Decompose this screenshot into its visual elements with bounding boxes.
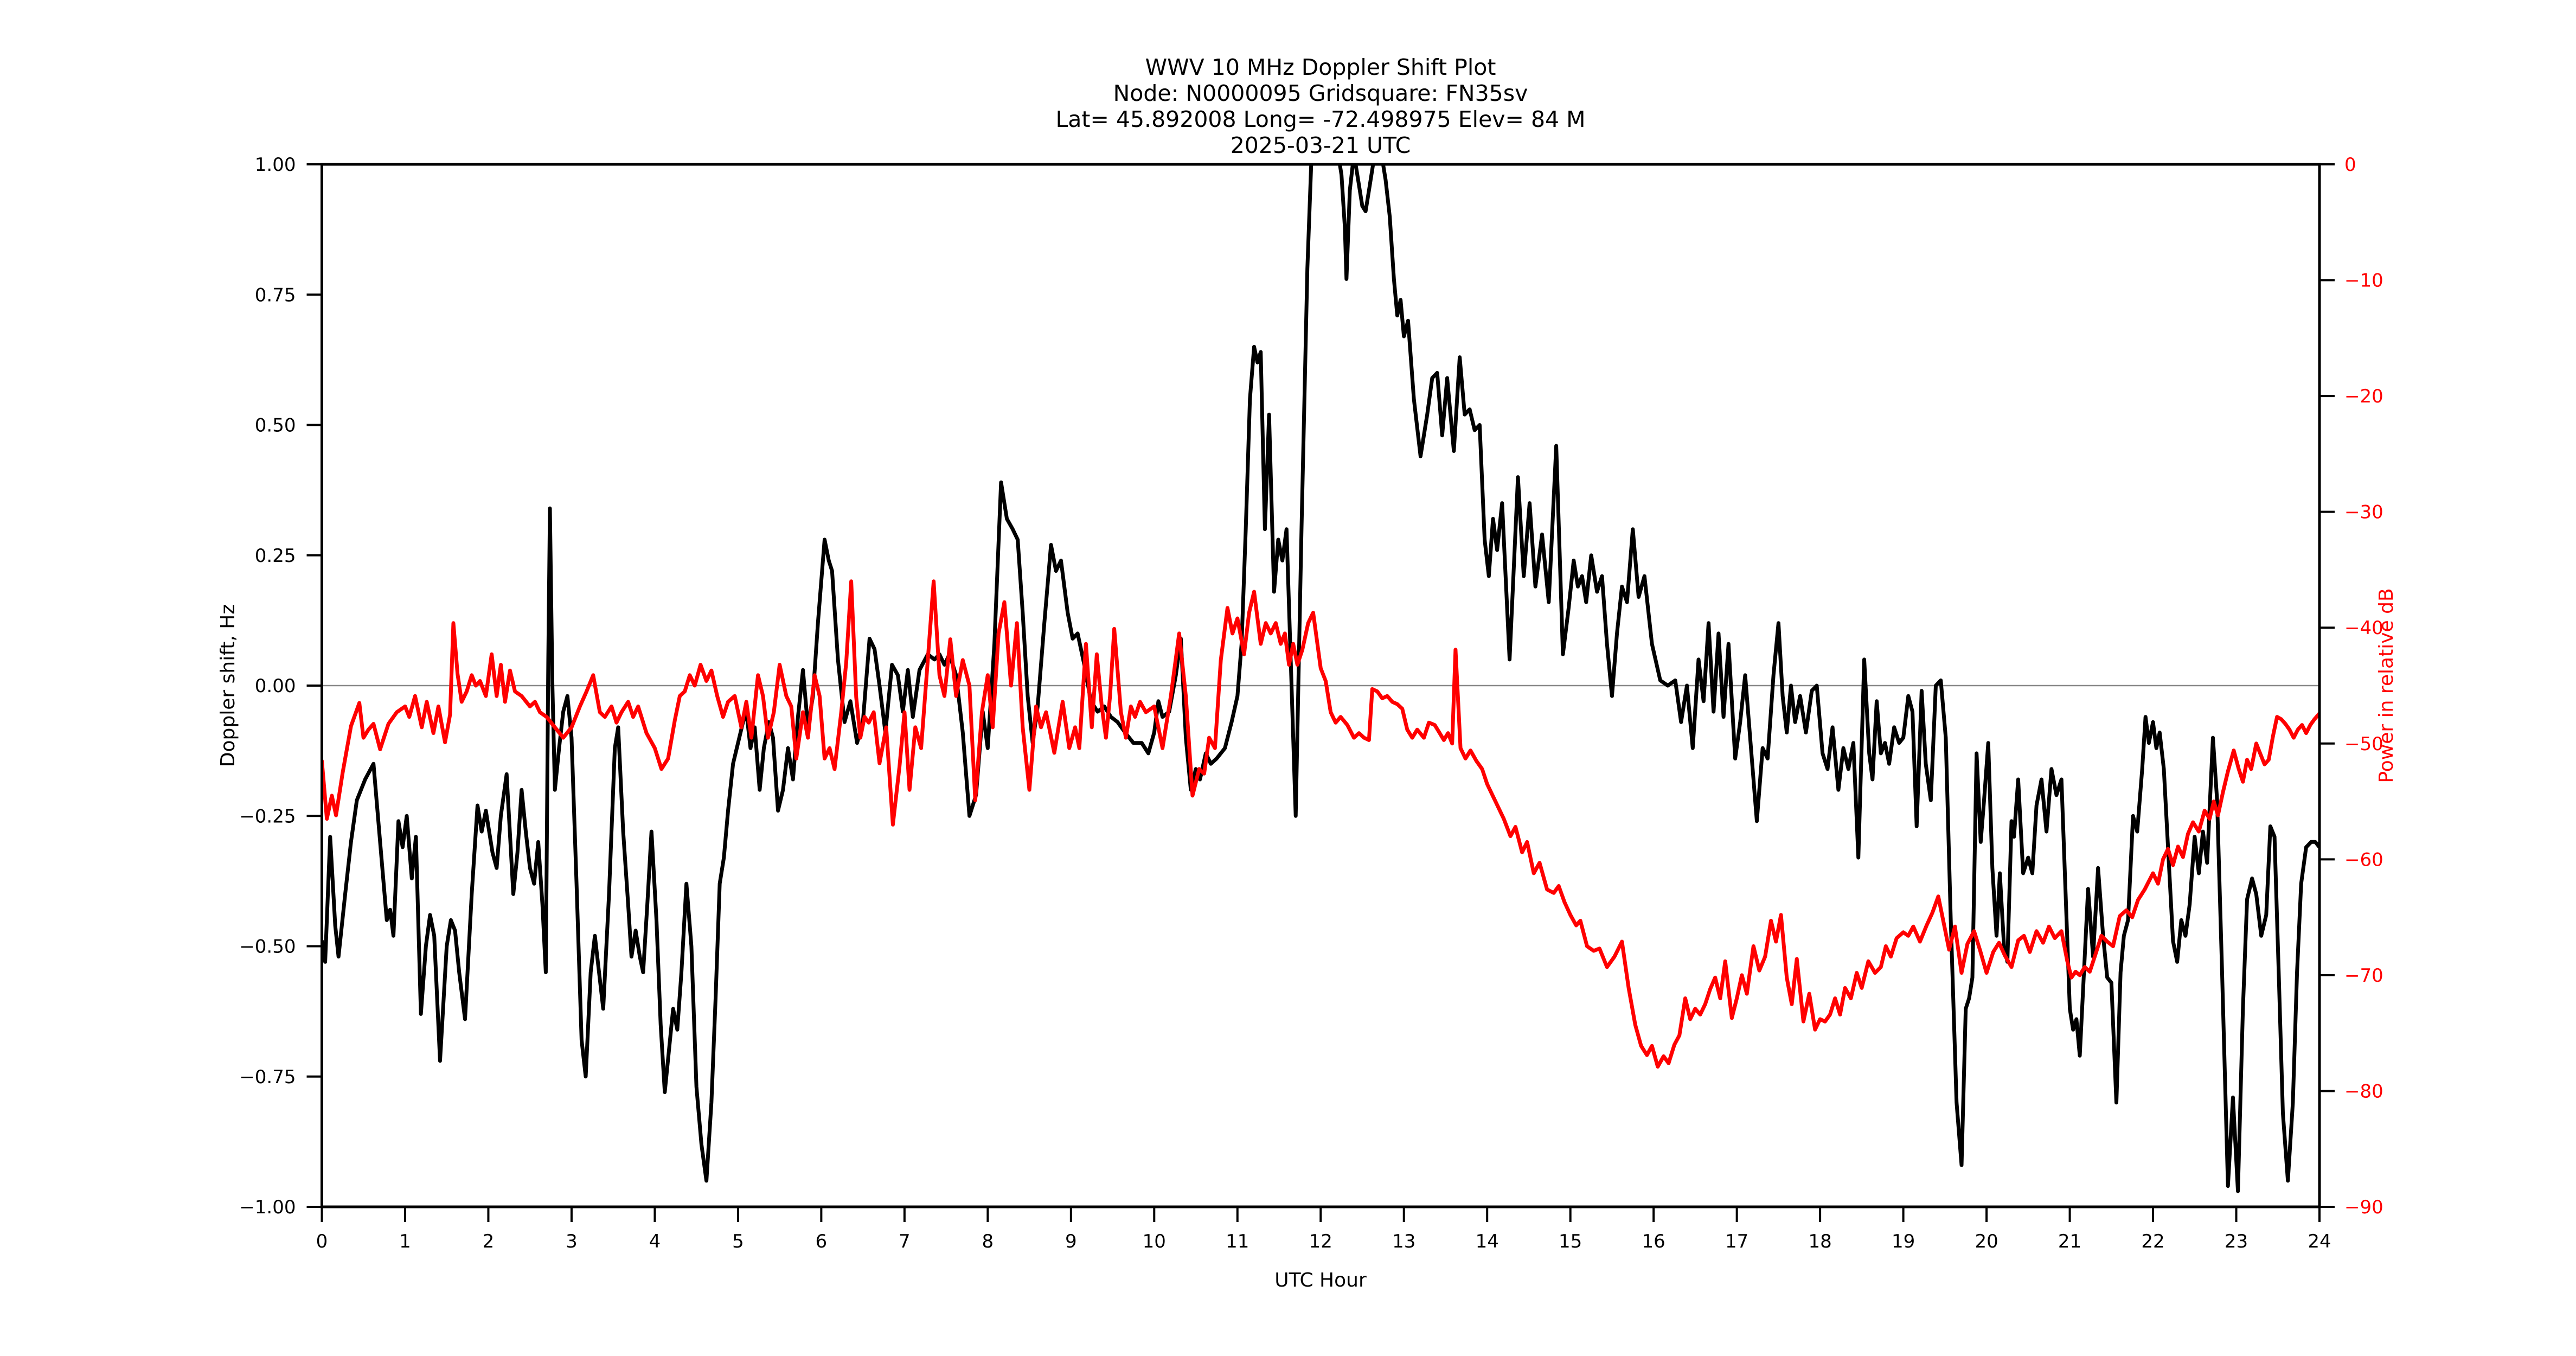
chart-subtitle-lat-long-elev: Lat= 45.892008 Long= -72.498975 Elev= 84… xyxy=(1055,106,1585,132)
chart-title: WWV 10 MHz Doppler Shift Plot xyxy=(1145,54,1496,80)
x-axis-tick-label: 14 xyxy=(1476,1231,1499,1252)
y-axis-left-tick-label: −0.75 xyxy=(239,1066,296,1088)
x-axis-tick-label: 20 xyxy=(1975,1231,1998,1252)
x-axis-tick-label: 0 xyxy=(316,1231,328,1252)
series-layer xyxy=(322,164,2319,1193)
x-axis-tick-label: 7 xyxy=(899,1231,911,1252)
x-axis-tick-label: 17 xyxy=(1725,1231,1748,1252)
chart-subtitle-node-gridsquare: Node: N0000095 Gridsquare: FN35sv xyxy=(1113,80,1528,106)
x-axis-tick-label: 3 xyxy=(566,1231,578,1252)
y-axis-right-tick-label: −20 xyxy=(2344,386,2383,407)
y-axis-right-tick-label: −10 xyxy=(2344,270,2383,292)
y-axis-left-tick-label: 1.00 xyxy=(255,154,296,176)
x-axis-tick-label: 15 xyxy=(1559,1231,1582,1252)
x-axis-tick-label: 24 xyxy=(2308,1231,2331,1252)
x-axis-tick-label: 18 xyxy=(1808,1231,1831,1252)
x-axis-tick-label: 5 xyxy=(732,1231,744,1252)
x-axis-tick-label: 4 xyxy=(649,1231,661,1252)
x-axis-tick-label: 8 xyxy=(982,1231,994,1252)
x-axis-label: UTC Hour xyxy=(1274,1269,1367,1291)
series-power_relative_db xyxy=(322,579,2319,1069)
axes-layer: 1.00 0.75 0.50 0.25 0.00 −0.25 −0.50 −0.75 −1.00… xyxy=(239,154,2383,1252)
x-axis-tick-label: 9 xyxy=(1065,1231,1077,1252)
y-axis-left-tick-label: 0.75 xyxy=(255,284,296,306)
x-axis-tick-label: 11 xyxy=(1226,1231,1249,1252)
y-axis-right-tick-label: −80 xyxy=(2344,1080,2383,1102)
y-axis-right-tick-label: −90 xyxy=(2344,1197,2383,1218)
x-axis-tick-label: 10 xyxy=(1143,1231,1166,1252)
y-axis-left-tick-label: 0.50 xyxy=(255,415,296,437)
x-axis-tick-label: 23 xyxy=(2225,1231,2248,1252)
x-axis-tick-label: 19 xyxy=(1892,1231,1915,1252)
x-axis-tick-label: 12 xyxy=(1309,1231,1332,1252)
y-axis-right-tick-label: 0 xyxy=(2344,154,2356,176)
x-axis-tick-label: 6 xyxy=(816,1231,828,1252)
y-axis-right-tick-label: −30 xyxy=(2344,502,2383,523)
y-axis-right-tick-label: −50 xyxy=(2344,733,2383,755)
y-axis-right-tick-label: −70 xyxy=(2344,965,2383,987)
series-doppler_shift_hz xyxy=(322,164,2319,1193)
y-axis-left-tick-label: 0.25 xyxy=(255,545,296,567)
y-axis-left-tick-label: −1.00 xyxy=(239,1197,296,1218)
x-axis-tick-label: 2 xyxy=(483,1231,495,1252)
y-axis-left-tick-label: −0.25 xyxy=(239,805,296,827)
x-axis-tick-label: 21 xyxy=(2058,1231,2081,1252)
y-axis-label-right: Power in relative dB xyxy=(2375,588,2398,783)
x-axis-tick-label: 16 xyxy=(1642,1231,1665,1252)
y-axis-label-left: Doppler shift, Hz xyxy=(217,604,239,767)
y-axis-right-tick-label: −40 xyxy=(2344,617,2383,639)
y-axis-left-tick-label: 0.00 xyxy=(255,675,296,697)
x-axis-tick-label: 22 xyxy=(2141,1231,2164,1252)
chart-subtitle-date: 2025-03-21 UTC xyxy=(1231,132,1411,158)
y-axis-right-tick-label: −60 xyxy=(2344,849,2383,871)
plot-border xyxy=(321,163,2321,1208)
title-block: WWV 10 MHz Doppler Shift Plot Node: N000… xyxy=(1055,54,1585,158)
plot-spines xyxy=(321,163,2321,1208)
x-axis-tick-label: 13 xyxy=(1392,1231,1415,1252)
y-axis-left-tick-label: −0.50 xyxy=(239,936,296,958)
x-axis-tick-label: 1 xyxy=(399,1231,411,1252)
